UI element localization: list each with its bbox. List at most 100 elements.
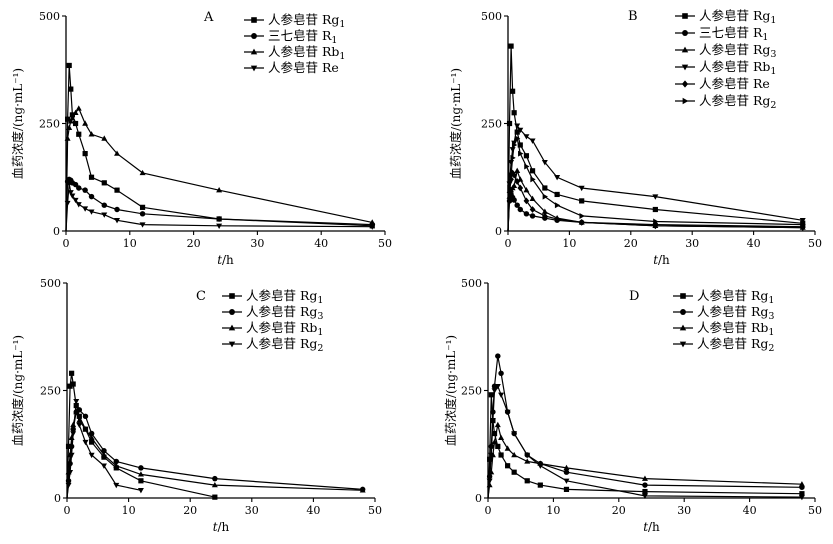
data-point xyxy=(514,123,521,129)
y-tick-label: 250 xyxy=(461,385,482,398)
legend-label: 人参皂苷 Rb1 xyxy=(697,320,774,338)
data-point xyxy=(524,163,530,170)
data-point xyxy=(65,482,72,489)
data-point xyxy=(514,178,521,185)
data-point xyxy=(506,120,513,127)
data-point xyxy=(76,417,83,423)
data-point xyxy=(67,118,74,124)
legend-label: 三七皂苷 R1 xyxy=(268,28,337,46)
legend-item: 人参皂苷 Rb1 xyxy=(222,320,323,338)
data-point xyxy=(504,445,511,451)
data-point xyxy=(498,392,505,398)
x-tick-label: 40 xyxy=(747,237,761,250)
y-tick-label: 0 xyxy=(475,492,482,505)
legend-marker xyxy=(229,309,235,315)
data-point xyxy=(64,200,71,207)
y-tick-label: 250 xyxy=(481,118,502,131)
series-3 xyxy=(65,399,144,499)
panel-c: 0 250 500 0 10 20 30 40 50 t/h 血药浓度/(ng·mL⁻¹) C 人参皂苷… xyxy=(10,277,382,534)
data-point xyxy=(508,172,515,179)
data-point xyxy=(216,187,223,193)
data-point xyxy=(82,439,89,446)
data-point xyxy=(652,206,658,213)
data-point xyxy=(101,180,107,186)
x-axis-label: t/h xyxy=(217,253,234,267)
data-point xyxy=(69,370,75,376)
data-point xyxy=(509,147,516,153)
data-point xyxy=(563,478,570,484)
data-point xyxy=(511,431,518,437)
data-point xyxy=(498,370,504,377)
data-point xyxy=(529,168,536,174)
y-tick-label: 500 xyxy=(40,277,61,290)
data-point xyxy=(514,202,520,208)
data-point xyxy=(66,181,73,187)
data-point xyxy=(495,443,501,449)
data-point xyxy=(498,434,505,441)
data-point xyxy=(113,482,120,489)
legend-marker xyxy=(681,80,689,88)
data-point xyxy=(88,452,95,459)
legend-item: 人参皂苷 Rg1 xyxy=(244,12,345,30)
data-point xyxy=(89,439,95,445)
x-tick-label: 10 xyxy=(123,237,137,250)
data-point xyxy=(488,452,495,459)
data-point xyxy=(652,194,659,200)
data-point xyxy=(798,481,805,487)
data-point xyxy=(523,187,530,193)
legend-marker xyxy=(682,30,688,36)
data-point xyxy=(82,206,89,212)
data-point xyxy=(137,488,144,494)
x-tick-label: 0 xyxy=(505,237,512,250)
legend-label: 人参皂苷 Rg2 xyxy=(699,93,776,111)
series-line xyxy=(487,384,802,499)
data-point xyxy=(523,153,530,159)
data-point xyxy=(529,206,536,213)
data-point xyxy=(88,209,95,215)
y-tick-label: 0 xyxy=(495,225,502,238)
data-point xyxy=(508,43,514,49)
data-point xyxy=(489,418,496,424)
legend-label: 人参皂苷 Rg2 xyxy=(697,336,774,354)
data-point xyxy=(113,462,120,468)
x-tick-label: 30 xyxy=(677,504,691,517)
data-point xyxy=(369,224,376,230)
data-point xyxy=(216,223,223,229)
data-point xyxy=(511,451,518,458)
legend-item: 人参皂苷 Rg1 xyxy=(675,8,776,26)
x-axis-label: t/h xyxy=(653,253,670,267)
legend-item: 三七皂苷 R1 xyxy=(675,25,768,43)
data-point xyxy=(524,478,530,484)
legend-label: 人参皂苷 Rg1 xyxy=(246,288,323,306)
data-point xyxy=(642,482,648,488)
data-point xyxy=(498,452,504,458)
data-point xyxy=(511,197,517,203)
data-point xyxy=(486,478,493,484)
data-point xyxy=(114,218,121,224)
legend-label: 人参皂苷 Rg2 xyxy=(246,336,323,354)
panel-b: 0 250 500 0 10 20 30 40 50 t/h 血药浓度/(ng·mL⁻¹) B 人参皂苷… xyxy=(448,8,822,267)
data-point xyxy=(72,120,79,127)
series-2 xyxy=(64,105,376,232)
series-line xyxy=(507,136,803,232)
data-point xyxy=(511,182,518,189)
data-point xyxy=(800,221,806,228)
data-point xyxy=(70,381,76,387)
data-point xyxy=(82,120,89,126)
data-point xyxy=(82,151,88,157)
legend-marker xyxy=(251,33,257,39)
data-point xyxy=(76,185,82,191)
series-0 xyxy=(64,62,375,232)
legend-item: 人参皂苷 Rg1 xyxy=(222,288,323,306)
data-point xyxy=(494,383,501,390)
legend-label: 人参皂苷 Rg1 xyxy=(699,8,776,26)
legend-label: 人参皂苷 Rg1 xyxy=(697,288,774,306)
data-point xyxy=(541,212,548,220)
data-point xyxy=(67,469,74,476)
data-point xyxy=(114,187,120,193)
x-tick-label: 20 xyxy=(612,504,626,517)
data-point xyxy=(510,154,516,161)
series-0 xyxy=(487,392,805,499)
data-point xyxy=(494,421,501,428)
legend-marker xyxy=(228,324,236,331)
